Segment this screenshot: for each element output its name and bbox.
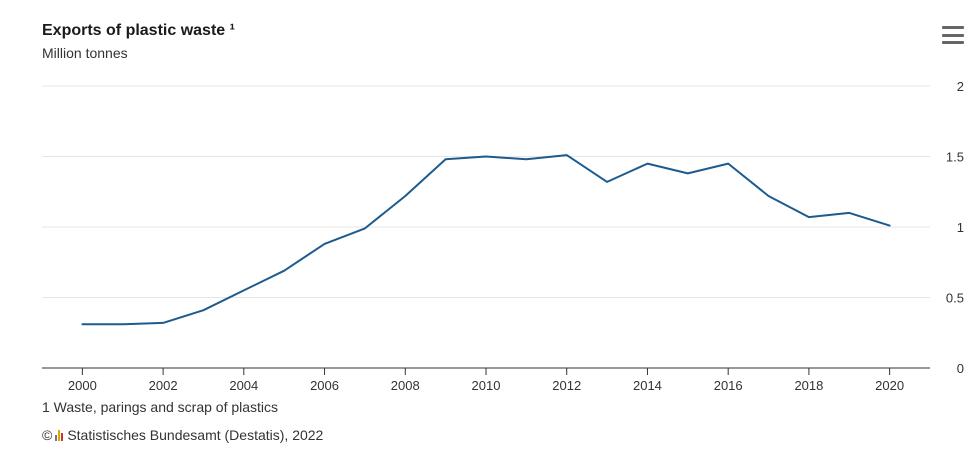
- data-point[interactable]: [763, 190, 775, 202]
- data-point[interactable]: [884, 220, 896, 232]
- data-point[interactable]: [359, 222, 371, 234]
- destatis-logo-icon: [55, 429, 64, 441]
- y-tick-label: 0: [957, 361, 964, 376]
- data-point[interactable]: [117, 318, 129, 330]
- series-group: [76, 149, 896, 330]
- data-point[interactable]: [278, 265, 290, 277]
- data-point[interactable]: [197, 304, 209, 316]
- x-axis: [42, 367, 930, 375]
- x-tick-label: 2004: [229, 378, 258, 393]
- y-axis-tick-labels: 0 0.5 1 1.5 2: [946, 79, 964, 376]
- chart-subtitle: Million tonnes: [42, 45, 128, 61]
- data-point[interactable]: [319, 238, 331, 250]
- y-tick-label: 2: [957, 79, 964, 94]
- data-point[interactable]: [722, 158, 734, 170]
- x-tick-label: 2014: [633, 378, 662, 393]
- source-credits: © Statistisches Bundesamt (Destatis), 20…: [42, 427, 323, 443]
- data-point[interactable]: [561, 149, 573, 161]
- data-point[interactable]: [682, 167, 694, 179]
- data-point[interactable]: [843, 207, 855, 219]
- x-tick-label: 2012: [552, 378, 581, 393]
- data-point[interactable]: [803, 211, 815, 223]
- y-tick-label: 1: [957, 220, 964, 235]
- data-point[interactable]: [641, 158, 653, 170]
- data-point[interactable]: [76, 318, 88, 330]
- y-tick-label: 1.5: [946, 150, 964, 165]
- data-point[interactable]: [520, 153, 532, 165]
- x-tick-label: 2020: [875, 378, 904, 393]
- hamburger-menu-icon[interactable]: [942, 26, 964, 44]
- x-axis-tick-labels: 2000 2002 2004 2006 2008 2010 2012 2014 2016 2018…: [68, 378, 904, 393]
- x-tick-label: 2010: [472, 378, 501, 393]
- x-tick-label: 2018: [794, 378, 823, 393]
- footnote: 1 Waste, parings and scrap of plastics: [42, 399, 279, 415]
- data-point[interactable]: [238, 284, 250, 296]
- data-point[interactable]: [440, 153, 452, 165]
- data-point[interactable]: [157, 317, 169, 329]
- copyright-symbol: ©: [42, 427, 53, 443]
- data-point[interactable]: [601, 176, 613, 188]
- x-tick-label: 2006: [310, 378, 339, 393]
- chart-title: Exports of plastic waste ¹: [42, 22, 235, 39]
- x-tick-label: 2016: [714, 378, 743, 393]
- data-point[interactable]: [480, 151, 492, 163]
- x-tick-label: 2008: [391, 378, 420, 393]
- data-point[interactable]: [399, 190, 411, 202]
- x-tick-label: 2000: [68, 378, 97, 393]
- series-line: [81, 154, 891, 326]
- credits-text: Statistisches Bundesamt (Destatis), 2022: [67, 427, 324, 443]
- y-tick-label: 0.5: [946, 291, 964, 306]
- grid-lines: [42, 85, 930, 298]
- x-tick-label: 2002: [149, 378, 178, 393]
